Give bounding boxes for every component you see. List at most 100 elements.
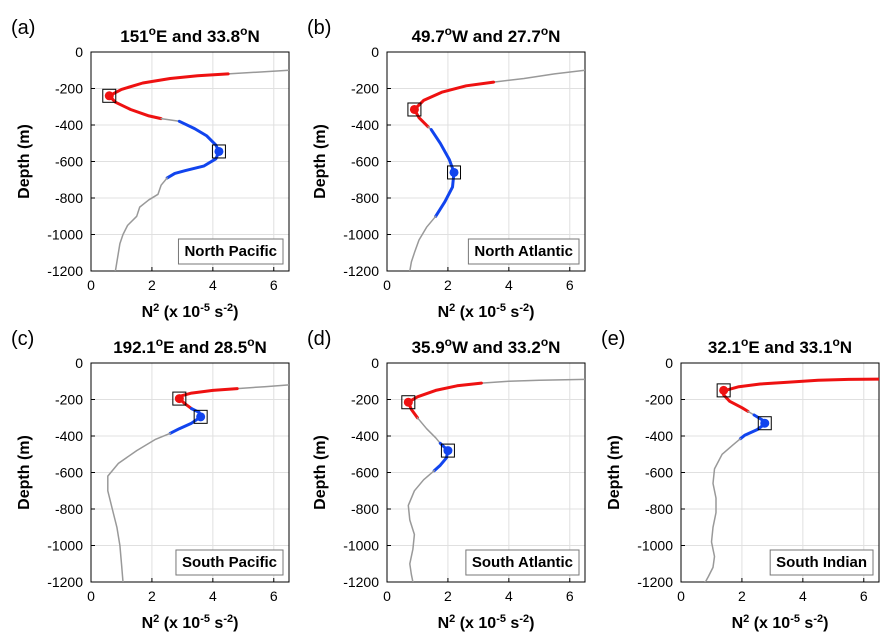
marker-dot-thermocline <box>443 446 452 455</box>
x-tick-label: 2 <box>148 588 156 604</box>
title-segment: 35.9 <box>412 338 445 357</box>
region-label: North Pacific <box>184 243 277 260</box>
region-label-box: South Pacific <box>176 550 283 575</box>
marker-dot-mixed-layer <box>719 386 728 395</box>
region-label-box: North Pacific <box>178 239 283 264</box>
degree-symbol: o <box>247 335 254 349</box>
axis-label-superscript: -2 <box>223 302 233 314</box>
axis-label-superscript: -5 <box>790 613 800 625</box>
axis-label-segment: (x 10 <box>455 615 496 632</box>
y-tick-label: -1000 <box>47 538 83 554</box>
degree-symbol: o <box>541 335 548 349</box>
y-tick-label: -200 <box>55 392 83 408</box>
x-tick-label: 2 <box>444 277 452 293</box>
panel-title: 49.7oW and 27.7oN <box>412 24 561 46</box>
y-tick-label: -1200 <box>47 263 83 279</box>
y-tick-label: -600 <box>351 465 379 481</box>
degree-symbol: o <box>541 24 548 38</box>
degree-symbol: o <box>741 335 748 349</box>
y-tick-label: -1200 <box>47 574 83 590</box>
y-tick-label: 0 <box>75 355 83 371</box>
panel-title: 32.1oE and 33.1oN <box>708 335 852 357</box>
degree-symbol: o <box>832 335 839 349</box>
title-segment: 49.7 <box>412 27 445 46</box>
panel-letter: (b) <box>307 17 331 39</box>
y-tick-label: -200 <box>351 392 379 408</box>
x-tick-label: 4 <box>799 588 807 604</box>
y-tick-label: -1000 <box>637 538 673 554</box>
panel-letter: (c) <box>11 328 34 350</box>
series-line-other <box>418 418 441 444</box>
axis-label-segment: s <box>506 615 519 632</box>
panel-title: 192.1oE and 28.5oN <box>113 335 267 357</box>
region-label-box: North Atlantic <box>468 239 579 264</box>
x-tick-label: 0 <box>383 277 391 293</box>
y-tick-label: -600 <box>55 465 83 481</box>
title-segment: E and 33.8 <box>156 27 240 46</box>
marker-dot-mixed-layer <box>404 398 413 407</box>
title-segment: 32.1 <box>708 338 741 357</box>
panel-letter: (a) <box>11 17 35 39</box>
series-line-other <box>115 178 167 271</box>
series-line-other <box>494 70 585 82</box>
title-segment: N <box>548 338 560 357</box>
y-tick-label: -400 <box>55 428 83 444</box>
axis-label-segment: N <box>438 615 450 632</box>
title-segment: W and 33.2 <box>452 338 541 357</box>
marker-dot-thermocline <box>450 168 459 177</box>
marker-dot-mixed-layer <box>105 91 114 100</box>
panel-0: 0 2 4 6 0 -200 -400 -600 -800 -1000 -1200 North Pac… <box>11 17 289 321</box>
axis-label-segment: s <box>210 304 223 321</box>
y-tick-label: -400 <box>351 428 379 444</box>
panel-letter: (e) <box>601 328 625 350</box>
x-tick-label: 4 <box>505 588 513 604</box>
title-segment: E and 33.1 <box>748 338 832 357</box>
y-tick-label: -1000 <box>343 227 379 243</box>
y-tick-label: -800 <box>351 501 379 517</box>
axis-label-segment: s <box>506 304 519 321</box>
series-line-other <box>237 385 289 389</box>
axis-label-superscript: -5 <box>200 613 210 625</box>
axis-label-segment: N <box>142 615 154 632</box>
marker-dot-thermocline <box>760 419 769 428</box>
series-line-other <box>161 119 179 122</box>
series-line-mixed-layer <box>179 389 237 409</box>
x-tick-label: 6 <box>566 277 574 293</box>
y-tick-label: -1200 <box>343 574 379 590</box>
y-tick-label: -1000 <box>47 227 83 243</box>
title-segment: N <box>247 27 259 46</box>
y-tick-label: -800 <box>351 190 379 206</box>
y-tick-label: 0 <box>665 355 673 371</box>
y-tick-label: -200 <box>351 81 379 97</box>
panel-3: 0 2 4 60-200-400-600-800-1000-1200South Atl… <box>307 328 585 632</box>
degree-symbol: o <box>240 24 247 38</box>
y-tick-label: -600 <box>351 154 379 170</box>
axis-label-superscript: -2 <box>813 613 823 625</box>
series-line-thermocline <box>170 409 201 434</box>
axis-label-segment: ) <box>529 615 534 632</box>
x-axis-label: N2 (x 10-5 s-2) <box>142 302 239 321</box>
x-tick-label: 0 <box>677 588 685 604</box>
title-segment: N <box>548 27 560 46</box>
x-tick-label: 4 <box>209 588 217 604</box>
y-axis-label: Depth (m) <box>16 435 33 510</box>
series-line-other <box>408 471 434 582</box>
axis-label-segment: (x 10 <box>159 304 200 321</box>
y-tick-label: 0 <box>75 44 83 60</box>
y-tick-label: 0 <box>371 44 379 60</box>
degree-symbol: o <box>445 24 452 38</box>
y-axis-label: Depth (m) <box>16 124 33 199</box>
y-tick-label: -600 <box>55 154 83 170</box>
x-tick-label: 2 <box>148 277 156 293</box>
panel-title: 151oE and 33.8oN <box>120 24 259 46</box>
x-tick-label: 6 <box>860 588 868 604</box>
x-tick-label: 4 <box>505 277 513 293</box>
region-label: South Atlantic <box>472 554 573 571</box>
axis-label-segment: ) <box>233 615 238 632</box>
axis-label-segment: (x 10 <box>455 304 496 321</box>
axis-label-segment: s <box>800 615 813 632</box>
y-tick-label: -600 <box>645 465 673 481</box>
series-line-mixed-layer <box>109 74 228 119</box>
marker-dot-mixed-layer <box>175 394 184 403</box>
axis-label-segment: (x 10 <box>749 615 790 632</box>
